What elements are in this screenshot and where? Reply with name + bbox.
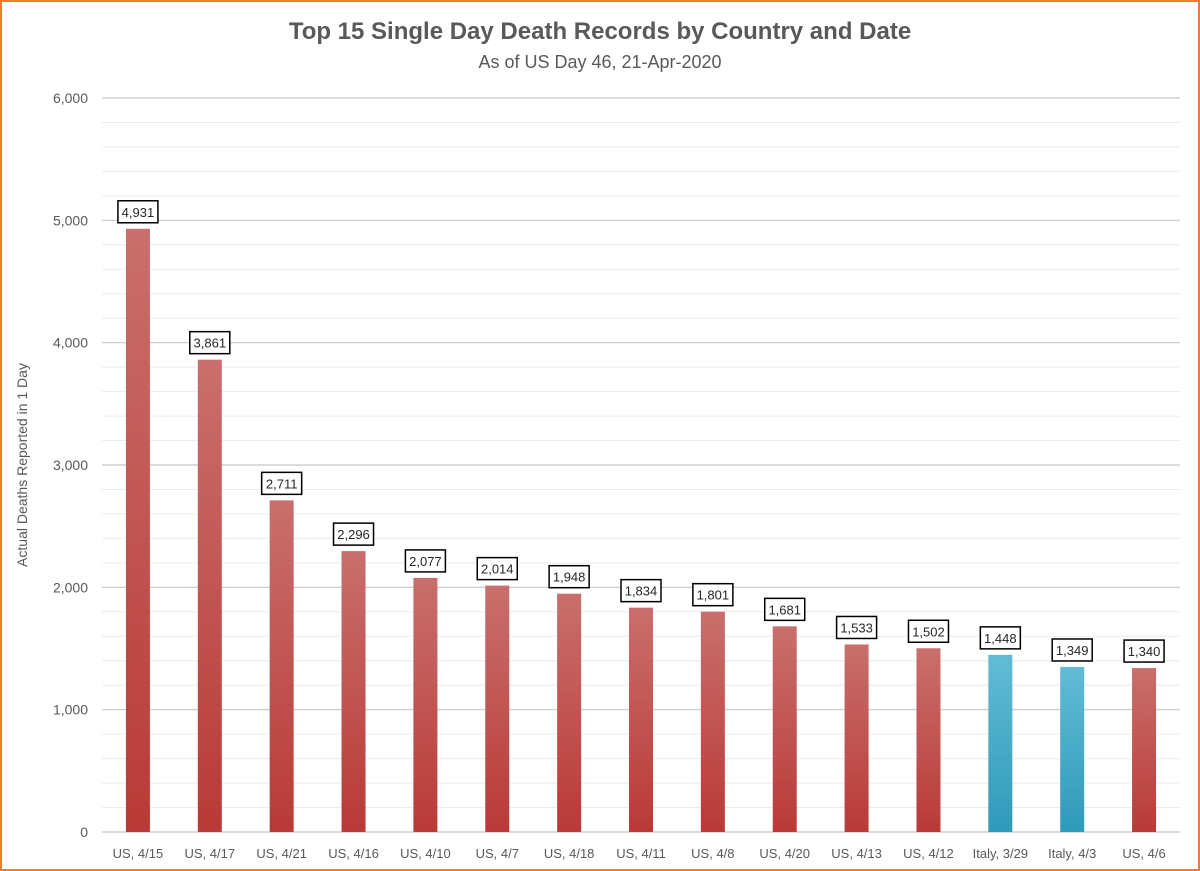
bar xyxy=(269,500,294,832)
bars xyxy=(125,228,1157,832)
chart-subtitle: As of US Day 46, 21-Apr-2020 xyxy=(478,52,722,72)
bar xyxy=(916,648,941,832)
x-category-label: US, 4/18 xyxy=(544,846,595,861)
bar xyxy=(557,593,582,832)
bar xyxy=(700,611,725,832)
bar xyxy=(772,626,797,832)
y-tick-label: 3,000 xyxy=(53,457,88,473)
data-label: 1,502 xyxy=(912,624,945,639)
data-label-box xyxy=(476,556,519,581)
data-label: 1,533 xyxy=(840,620,873,635)
bar xyxy=(988,654,1013,832)
x-category-label: Italy, 4/3 xyxy=(1048,846,1096,861)
data-label-box xyxy=(1051,638,1093,662)
bar xyxy=(1060,666,1085,832)
data-label-box xyxy=(332,522,375,546)
data-labels: 4,931 3,861 2,711 2,296 2,077 2,014 1,948 1,834… xyxy=(117,200,1165,663)
data-label-box xyxy=(907,619,950,644)
y-axis-label: Actual Deaths Reported in 1 Day xyxy=(14,363,30,567)
data-label: 1,448 xyxy=(984,631,1017,646)
x-axis-categories: US, 4/15 US, 4/17 US, 4/21 US, 4/16 US, 4/10… xyxy=(113,846,1166,861)
x-category-label: US, 4/6 xyxy=(1122,846,1165,861)
x-category-label: US, 4/8 xyxy=(691,846,734,861)
y-tick-label: 5,000 xyxy=(53,212,88,228)
bar xyxy=(125,228,150,832)
y-tick-label: 1,000 xyxy=(53,702,88,718)
bar xyxy=(1132,668,1157,832)
bar xyxy=(413,577,438,832)
bar xyxy=(844,644,869,832)
chart-title: Top 15 Single Day Death Records by Count… xyxy=(288,18,912,45)
x-category-label: US, 4/13 xyxy=(831,846,882,861)
x-category-label: US, 4/15 xyxy=(113,846,164,861)
x-category-label: US, 4/16 xyxy=(328,846,379,861)
y-axis-ticks: 0 1,000 2,000 3,000 4,000 5,000 6,000 xyxy=(53,90,88,840)
x-category-label: US, 4/17 xyxy=(185,846,236,861)
data-label-box xyxy=(979,626,1022,650)
bar xyxy=(485,585,510,832)
y-tick-label: 2,000 xyxy=(53,579,88,595)
data-label-box xyxy=(835,615,878,640)
data-label: 3,861 xyxy=(194,336,227,351)
data-label-box xyxy=(548,564,590,589)
data-label-box xyxy=(763,597,806,622)
data-label-box xyxy=(404,549,447,573)
x-category-label: US, 4/20 xyxy=(759,846,810,861)
y-tick-label: 4,000 xyxy=(53,335,88,351)
data-label-box xyxy=(620,578,662,603)
bar xyxy=(197,359,222,832)
data-label-box xyxy=(260,471,303,496)
data-label: 1,681 xyxy=(768,602,801,617)
data-label-box xyxy=(117,200,159,224)
data-label: 2,014 xyxy=(481,562,514,577)
data-label: 1,340 xyxy=(1128,644,1161,659)
data-label-box xyxy=(189,330,231,355)
data-label: 2,077 xyxy=(409,554,442,569)
data-label-box xyxy=(692,582,734,607)
x-category-label: US, 4/11 xyxy=(616,846,666,861)
y-tick-label: 6,000 xyxy=(53,90,88,106)
data-label: 1,801 xyxy=(697,588,730,603)
x-category-label: US, 4/7 xyxy=(476,846,519,861)
x-category-label: US, 4/21 xyxy=(256,846,307,861)
data-label-box xyxy=(1123,639,1165,663)
bar xyxy=(341,551,366,832)
bar xyxy=(629,607,653,832)
data-label: 2,296 xyxy=(337,527,370,542)
x-category-label: US, 4/12 xyxy=(903,846,954,861)
x-category-label: Italy, 3/29 xyxy=(973,846,1028,861)
data-label: 1,834 xyxy=(625,584,658,599)
data-label: 2,711 xyxy=(266,476,298,491)
x-category-label: US, 4/10 xyxy=(400,846,451,861)
data-label: 1,349 xyxy=(1056,643,1089,658)
data-label: 1,948 xyxy=(553,570,586,585)
data-label: 4,931 xyxy=(122,205,155,220)
y-tick-label: 0 xyxy=(80,824,88,840)
